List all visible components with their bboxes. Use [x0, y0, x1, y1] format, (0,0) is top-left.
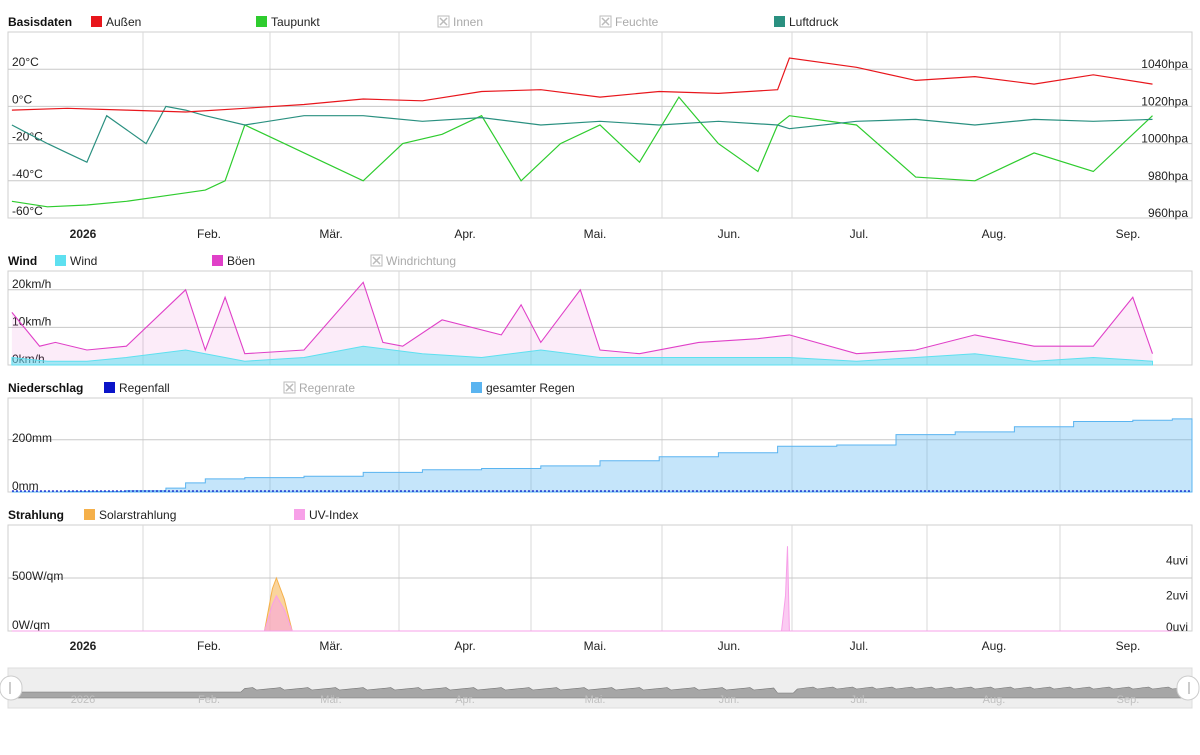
- y2-tick-label: 4uvi: [1166, 553, 1188, 567]
- navigator-track[interactable]: [7, 667, 1193, 709]
- x-tick-label: Jun.: [718, 227, 741, 241]
- x-tick-label: Jul.: [850, 227, 869, 241]
- y-tick-label: 500W/qm: [12, 569, 63, 583]
- x-tick-label: Feb.: [197, 227, 221, 241]
- y2-tick-label: 1020hpa: [1141, 94, 1188, 108]
- legend-item-disabled[interactable]: Windrichtung: [386, 254, 456, 268]
- y2-tick-label: 2uvi: [1166, 589, 1188, 603]
- x-tick-label: Sep.: [1116, 639, 1141, 653]
- y-tick-label: 20km/h: [12, 277, 51, 291]
- x-tick-label: Apr.: [454, 227, 475, 241]
- y-tick-label: 0mm: [12, 479, 39, 493]
- x-tick-label: Aug.: [982, 227, 1007, 241]
- legend-item-disabled[interactable]: Regenrate: [299, 381, 355, 395]
- x-tick-label: Sep.: [1116, 227, 1141, 241]
- y-tick-label: -60°C: [12, 204, 43, 218]
- checkbox-icon: [439, 17, 448, 26]
- y2-tick-label: 1040hpa: [1141, 57, 1188, 71]
- navigator-handle-right[interactable]: [1176, 675, 1200, 701]
- legend-swatch[interactable]: [55, 255, 66, 266]
- y2-tick-label: 0uvi: [1166, 620, 1188, 634]
- panel-wind: WindWindBöenWindrichtung20km/h10km/h0km/…: [7, 254, 1193, 366]
- navigator-label: 2026: [71, 694, 95, 706]
- y-tick-label: -40°C: [12, 167, 43, 181]
- navigator-label: Aug.: [983, 694, 1006, 706]
- series-line-boeen: [11, 281, 1154, 355]
- series-area-wind: [11, 345, 1153, 366]
- navigator-label: Sep.: [1117, 694, 1140, 706]
- navigator-label: Mär.: [320, 694, 341, 706]
- panel-strahlung: Strahlung Solarstrahlung UV-Index 500W/qm 0W…: [7, 508, 1193, 653]
- y-tick-label: 0W/qm: [12, 618, 50, 632]
- legend-item[interactable]: gesamter Regen: [486, 381, 575, 395]
- legend-swatch[interactable]: [212, 255, 223, 266]
- x-tick-label: 2026: [70, 227, 97, 241]
- legend-swatch[interactable]: [294, 509, 305, 520]
- series-line-1: [11, 96, 1153, 208]
- legend-swatch[interactable]: [91, 16, 102, 27]
- x-tick-label: Mai.: [584, 639, 607, 653]
- checkbox-icon: [601, 17, 610, 26]
- y2-tick-label: 960hpa: [1148, 206, 1188, 220]
- legend-title: Niederschlag: [8, 381, 83, 395]
- panel-basisdaten: Basisdaten Außen Taupunkt Innen Feuchte Luftd…: [7, 15, 1193, 241]
- navigator-label: Mai.: [585, 694, 606, 706]
- legend-title: Basisdaten: [8, 15, 72, 29]
- series-area-solar: [11, 576, 1173, 632]
- x-tick-label: Mär.: [319, 639, 342, 653]
- series-area-uv: [11, 546, 1173, 632]
- legend-title: Strahlung: [8, 508, 64, 522]
- navigator-series: [7, 686, 1193, 699]
- series-area-boeen: [11, 282, 1153, 365]
- y2-tick-label: 1000hpa: [1141, 132, 1188, 146]
- navigator: 2026 Feb. Mär. Apr. Mai. Jun. Jul. Aug. Sep.: [0, 667, 1200, 709]
- navigator-label: Apr.: [455, 694, 475, 706]
- legend-swatch[interactable]: [256, 16, 267, 27]
- navigator-label: Feb.: [198, 694, 220, 706]
- x-tick-label: Feb.: [197, 639, 221, 653]
- x-tick-label: Aug.: [982, 639, 1007, 653]
- legend-item[interactable]: Taupunkt: [271, 15, 320, 29]
- y-tick-label: 200mm: [12, 431, 52, 445]
- x-tick-label: 2026: [70, 639, 97, 653]
- legend-item[interactable]: Luftdruck: [789, 15, 839, 29]
- x-tick-label: Jun.: [718, 639, 741, 653]
- legend-item[interactable]: Böen: [227, 254, 255, 268]
- series-line-0: [11, 57, 1153, 113]
- y-tick-label: 20°C: [12, 55, 39, 69]
- y-tick-label: -20°C: [12, 130, 43, 144]
- navigator-label: Jul.: [850, 694, 867, 706]
- x-tick-label: Mai.: [584, 227, 607, 241]
- legend-item[interactable]: Solarstrahlung: [99, 508, 176, 522]
- legend-title: Wind: [8, 254, 37, 268]
- legend-item[interactable]: Regenfall: [119, 381, 170, 395]
- y-tick-label: 0°C: [12, 92, 32, 106]
- checkbox-icon: [372, 256, 381, 265]
- legend-item-disabled[interactable]: Feuchte: [615, 15, 659, 29]
- legend-item[interactable]: Wind: [70, 254, 97, 268]
- checkbox-icon: [285, 383, 294, 392]
- legend-item-disabled[interactable]: Innen: [453, 15, 483, 29]
- legend-item[interactable]: Außen: [106, 15, 141, 29]
- navigator-handle-left[interactable]: [0, 675, 23, 701]
- x-tick-label: Apr.: [454, 639, 475, 653]
- panel-niederschlag: Niederschlag Regenfall Regenrate gesamter R…: [7, 381, 1193, 493]
- legend-swatch[interactable]: [774, 16, 785, 27]
- legend-swatch[interactable]: [104, 382, 115, 393]
- series-area-gesamter-regen: [11, 418, 1193, 493]
- legend-swatch[interactable]: [84, 509, 95, 520]
- navigator-label: Jun.: [719, 694, 740, 706]
- legend-item[interactable]: UV-Index: [309, 508, 358, 522]
- series-line-2: [11, 105, 1153, 164]
- x-tick-label: Mär.: [319, 227, 342, 241]
- y2-tick-label: 980hpa: [1148, 169, 1188, 183]
- x-tick-label: Jul.: [850, 639, 869, 653]
- legend-swatch[interactable]: [471, 382, 482, 393]
- plot-frame: [7, 31, 1193, 219]
